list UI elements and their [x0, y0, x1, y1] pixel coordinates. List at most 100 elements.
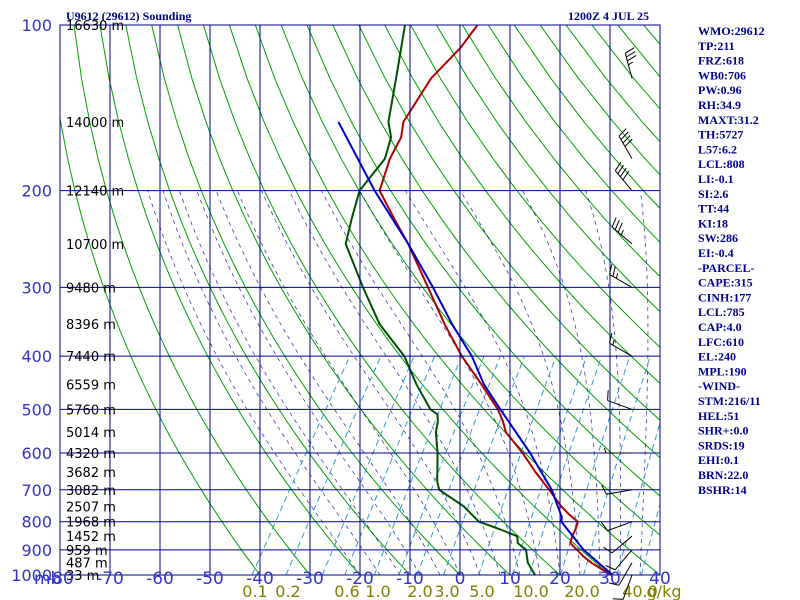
wind-barb [600, 521, 633, 532]
index-value: FRZ:618 [698, 54, 744, 68]
temperature-tick-label: -70 [96, 569, 124, 589]
index-value: WMO:29612 [698, 24, 765, 38]
dry-adiabat-line [461, 25, 660, 278]
dry-adiabat-line [306, 25, 660, 497]
wind-barb [607, 390, 633, 410]
wind-barb-flag [612, 266, 616, 277]
index-value: LCL:808 [698, 157, 745, 171]
dry-adiabat-line [539, 25, 660, 176]
index-value: SHR+:0.0 [698, 424, 749, 438]
height-label: 12140 m [66, 185, 124, 200]
index-value: SW:286 [698, 231, 738, 245]
height-label: 3682 m [66, 466, 116, 481]
wind-barb [601, 484, 633, 495]
wind-barb-half-flag [628, 61, 634, 66]
plot-frame [59, 24, 661, 576]
wind-barb-staff [622, 574, 633, 600]
wind-barb-flag [609, 332, 613, 344]
dry-adiabat-line [99, 25, 361, 575]
pressure-tick-label: 300 [21, 278, 52, 297]
dry-adiabat-line [60, 114, 261, 575]
wind-barb-flag [620, 131, 629, 140]
wind-barb-staff [606, 489, 633, 495]
pressure-tick-label: 900 [21, 541, 52, 560]
index-value: SI:2.6 [698, 187, 728, 201]
height-label: 5014 m [66, 426, 116, 441]
mixing-ratio-label: 1.0 [365, 582, 390, 600]
temperature-tick-label: -20 [346, 569, 374, 589]
index-value: BSHR:14 [698, 483, 747, 497]
mixing-ratio-label: g/kg [647, 582, 682, 600]
wind-barb-flag [607, 390, 609, 401]
wind-barb [612, 574, 633, 600]
y-axis-unit: mb [34, 569, 61, 589]
wind-barb-flag [614, 219, 620, 230]
wind-barb-flag [622, 170, 630, 181]
wind-barb-half-flag [620, 229, 624, 236]
wind-barb-flag [600, 521, 609, 531]
index-value: TP:211 [698, 39, 735, 53]
mixing-ratio-line [583, 355, 651, 575]
temperature-tick-label: 0 [455, 569, 466, 589]
wind-barb-staff [624, 53, 633, 79]
dry-adiabat-line [177, 25, 511, 575]
dry-adiabat-line [280, 25, 660, 536]
wind-barb-staff [609, 273, 633, 288]
wind-barb-staff [607, 400, 633, 410]
temperature-tick-label: -60 [146, 569, 174, 589]
index-value: MAXT:31.2 [698, 113, 759, 127]
mixing-ratio-label: 2.0 [407, 582, 432, 600]
pressure-tick-label: 100 [21, 16, 52, 35]
wind-barb-flag [609, 264, 613, 275]
index-value: STM:216/11 [698, 394, 761, 408]
dry-adiabat-line [228, 25, 611, 575]
wind-barb-flag [611, 217, 617, 228]
mixing-ratio-line [512, 355, 588, 575]
height-label: 4320 m [66, 447, 116, 462]
mixing-ratio-line [321, 355, 415, 575]
mixing-ratio-label: 3.0 [434, 582, 459, 600]
moist-adiabat-line [196, 190, 421, 575]
wind-barb [604, 447, 632, 454]
dry-adiabat-line [513, 25, 660, 210]
mixing-ratio-label: 20.0 [564, 582, 600, 600]
height-label: 33 m [66, 569, 99, 584]
index-value: BRN:22.0 [698, 468, 748, 482]
moist-adiabat-line [147, 190, 361, 575]
height-label: 16630 m [66, 19, 124, 34]
height-label: 9480 m [66, 281, 116, 296]
wind-barb-flag [601, 484, 607, 495]
height-label: 1452 m [66, 530, 116, 545]
wind-barb-flag [617, 222, 623, 233]
index-value: LCL:785 [698, 305, 745, 319]
index-value: LI:-0.1 [698, 172, 734, 186]
mixing-ratio-label: 10.0 [513, 582, 549, 600]
index-value: HEL:51 [698, 409, 739, 423]
wind-barb-flag [617, 164, 625, 174]
wind-barb [618, 128, 633, 159]
wind-barb-staff [614, 549, 633, 571]
wind-barb-staff [611, 226, 633, 245]
wind-barb [614, 161, 633, 191]
height-label: 487 m [66, 557, 108, 572]
wind-barb-half-flag [615, 273, 619, 279]
moist-adiabat-line [359, 190, 541, 575]
wind-barb-half-flag [612, 339, 615, 346]
wind-barb-staff [609, 342, 633, 357]
pressure-tick-label: 500 [21, 400, 52, 419]
index-value: TH:5727 [698, 128, 743, 142]
wind-barb [605, 549, 633, 571]
wind-barb-staff [607, 521, 633, 532]
wind-barb-staff [618, 135, 633, 159]
wind-barb [608, 562, 633, 586]
mixing-ratio-label: 0.1 [242, 582, 267, 600]
index-value: PW:0.96 [698, 83, 742, 97]
wind-barb-flag [608, 582, 620, 586]
chart-time: 1200Z 4 JUL 25 [568, 9, 649, 23]
plot-area [60, 25, 660, 575]
wind-barb-flag [622, 135, 631, 144]
index-value: LFC:610 [698, 335, 744, 349]
dry-adiabat-line [151, 25, 461, 575]
index-value: CAPE:315 [698, 276, 753, 290]
